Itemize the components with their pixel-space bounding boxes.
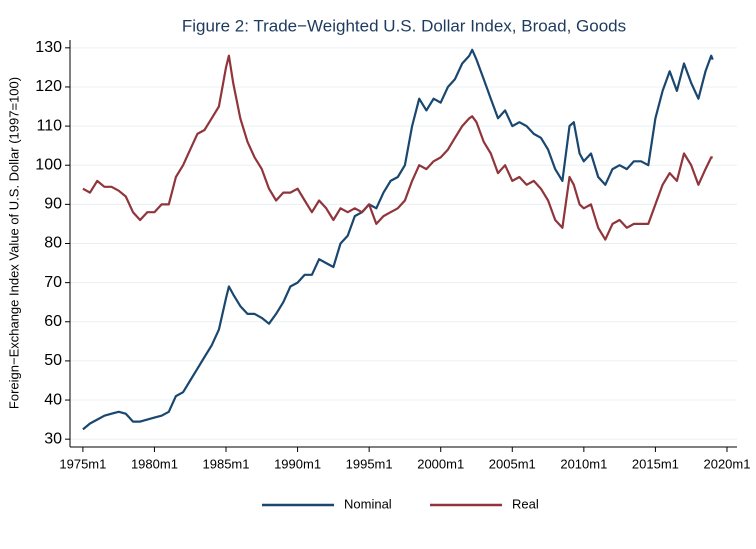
x-tick-label: 1985m1 bbox=[203, 456, 250, 471]
x-tick-label: 2010m1 bbox=[560, 456, 607, 471]
legend-label: Nominal bbox=[344, 496, 392, 511]
x-tick-label: 1975m1 bbox=[59, 456, 106, 471]
y-tick-label: 80 bbox=[44, 235, 62, 252]
chart-title: Figure 2: Trade−Weighted U.S. Dollar Ind… bbox=[182, 16, 626, 35]
x-tick-label: 1990m1 bbox=[274, 456, 321, 471]
x-tick-label: 1980m1 bbox=[131, 456, 178, 471]
y-tick-label: 40 bbox=[44, 391, 62, 408]
line-series bbox=[82, 48, 714, 431]
y-tick-label: 70 bbox=[44, 274, 62, 291]
x-tick-label: 1995m1 bbox=[346, 456, 393, 471]
y-tick-label: 50 bbox=[44, 352, 62, 369]
y-tick-label: 110 bbox=[36, 117, 62, 134]
x-tick-label: 2000m1 bbox=[417, 456, 464, 471]
y-tick-label: 90 bbox=[44, 196, 62, 213]
y-tick-label: 120 bbox=[35, 78, 62, 95]
x-tick-label: 2015m1 bbox=[632, 456, 679, 471]
line-series bbox=[82, 54, 713, 241]
y-tick-label: 60 bbox=[44, 313, 62, 330]
legend-label: Real bbox=[512, 496, 539, 511]
y-tick-label: 30 bbox=[44, 430, 62, 447]
x-tick-label: 2020m1 bbox=[703, 456, 750, 471]
y-axis-label: Foreign−Exchange Index Value of U.S. Dol… bbox=[6, 77, 21, 409]
y-tick-label: 130 bbox=[35, 39, 62, 56]
x-tick-label: 2005m1 bbox=[489, 456, 536, 471]
y-tick-label: 100 bbox=[35, 156, 62, 173]
